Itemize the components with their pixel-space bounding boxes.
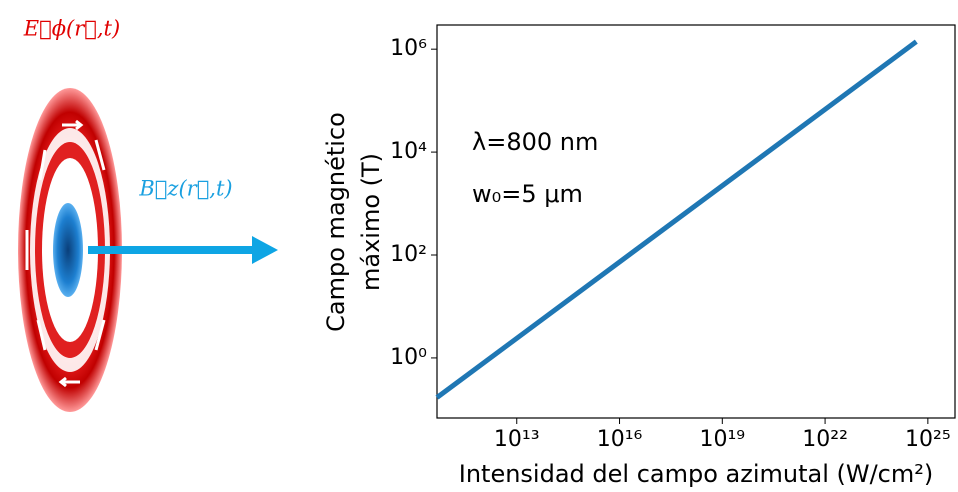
y-tick-label: 10⁰ [390,345,427,370]
y-tick-label: 10⁴ [390,139,427,164]
x-tick-label: 10²² [802,427,848,452]
annotation: w₀=5 μm [472,180,583,208]
b-arrow-head [252,236,278,264]
x-tick-label: 10¹³ [494,427,540,452]
field-arrows [25,119,106,388]
y-tick-label: 10² [390,242,427,267]
annotation: λ=800 nm [472,128,598,156]
ring-diagram: E⃗ϕ(r⃗,t) B⃗z(r⃗,t) [18,17,278,412]
y-axis-label: máximo (T) [357,153,385,291]
e-field-label: E⃗ϕ(r⃗,t) [23,17,120,41]
data-line [435,39,918,400]
x-tick-label: 10¹⁶ [597,427,643,452]
x-tick-label: 10¹⁹ [699,427,745,452]
x-tick-label: 10²⁵ [905,427,951,452]
plot-frame [436,24,956,419]
y-tick-label: 10⁶ [390,36,427,61]
x-axis-label: Intensidad del campo azimutal (W/cm²) [459,460,934,488]
y-axis-label: Campo magnético [322,112,350,332]
center-field [53,203,83,297]
b-field-label: B⃗z(r⃗,t) [138,177,232,201]
